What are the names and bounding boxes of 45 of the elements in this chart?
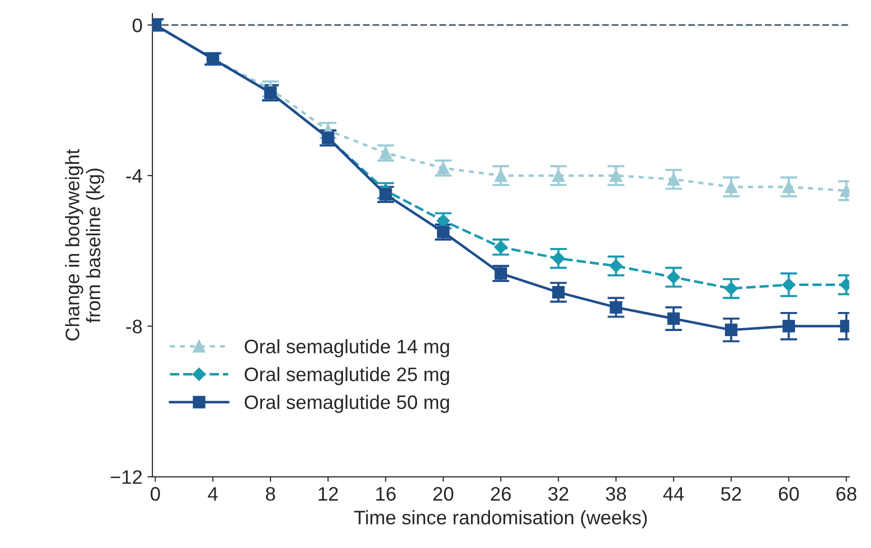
point [610, 169, 622, 182]
x-tick-label: 44 [663, 487, 684, 501]
x-tick-label: 0 [150, 486, 160, 501]
point [724, 180, 738, 194]
point [552, 169, 565, 182]
point [667, 173, 680, 186]
x-axis-title: Time since randomisation (weeks) [354, 510, 647, 528]
point [379, 146, 392, 160]
x-tick-label: 32 [548, 486, 568, 501]
x-tick-label: 26 [490, 486, 511, 501]
point [666, 270, 680, 284]
point [610, 301, 622, 314]
legend-label: Oral semaglutide 14 mg [244, 339, 449, 358]
y-axis-title: Change in bodyweight from baseline (kg) [65, 149, 104, 340]
y-tick-label: -8 [126, 320, 142, 334]
x-tick-label: 12 [318, 486, 338, 501]
x-tick-label: 4 [208, 487, 218, 501]
point [494, 169, 508, 182]
point [494, 267, 508, 280]
point [436, 214, 450, 228]
point [436, 162, 450, 174]
point [782, 180, 796, 194]
point [609, 259, 623, 273]
x-tick-label: 16 [376, 486, 396, 501]
y-tick-label: -4 [126, 169, 142, 183]
x-tick-label: 52 [721, 486, 742, 501]
legend-label: Oral semaglutide 50 mg [244, 394, 449, 413]
point [667, 312, 680, 325]
x-tick-label: 68 [836, 486, 856, 501]
point [724, 324, 738, 336]
point [436, 226, 450, 238]
point [782, 320, 796, 332]
y-tick-label: 0 [132, 18, 142, 32]
x-tick-label: 38 [606, 486, 626, 501]
legend-label: Oral semaglutide 25 mg [244, 366, 449, 386]
point [552, 286, 565, 299]
y-tick-label: −12 [110, 470, 142, 484]
x-tick-label: 20 [433, 486, 454, 501]
point [724, 282, 738, 296]
point [494, 240, 508, 254]
x-tick-label: 60 [778, 486, 799, 501]
point [552, 252, 565, 265]
x-tick-label: 8 [266, 486, 276, 501]
point [782, 278, 796, 292]
point [379, 188, 392, 201]
